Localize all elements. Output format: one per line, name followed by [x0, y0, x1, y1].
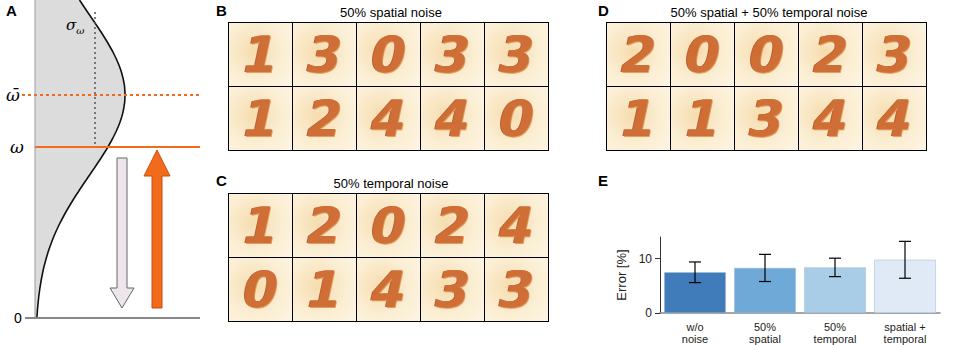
svg-text:temporal: temporal — [814, 333, 857, 345]
svg-text:10: 10 — [639, 252, 653, 266]
svg-text:50%: 50% — [754, 321, 776, 333]
html-text:3: 3 — [492, 260, 541, 319]
html-text:50% temporal noise: 50% temporal noise — [333, 176, 449, 191]
html-text:0: 0 — [742, 25, 791, 84]
svg-text:0: 0 — [645, 306, 652, 320]
html-text:4: 4 — [806, 89, 855, 148]
html-text:0: 0 — [492, 89, 541, 148]
html-text:4: 4 — [428, 89, 477, 148]
html-text:3: 3 — [300, 25, 349, 84]
html-text:1: 1 — [236, 25, 285, 84]
html-text:3: 3 — [742, 89, 791, 148]
html-text:3: 3 — [428, 25, 477, 84]
html-text:C: C — [216, 172, 227, 189]
svg-text:w/o: w/o — [685, 321, 703, 333]
html-text:2: 2 — [806, 25, 855, 84]
html-text:3: 3 — [492, 25, 541, 84]
html-text:4: 4 — [364, 260, 413, 319]
svg-text:noise: noise — [682, 333, 708, 345]
html-text:0: 0 — [678, 25, 727, 84]
html-text:0: 0 — [364, 196, 413, 255]
html-text:2: 2 — [614, 25, 663, 84]
html-text:1: 1 — [236, 89, 285, 148]
svg-text:ω̄: ω̄ — [6, 85, 20, 105]
svg-text:0: 0 — [14, 310, 22, 326]
svg-text:50%: 50% — [824, 321, 846, 333]
html-text:0: 0 — [236, 260, 285, 319]
html-text:1: 1 — [300, 260, 349, 319]
html-text:E: E — [598, 172, 608, 189]
html-text:1: 1 — [236, 196, 285, 255]
svg-text:spatial +: spatial + — [884, 321, 925, 333]
html-text:A: A — [6, 2, 17, 19]
svg-text:ω: ω — [10, 137, 24, 157]
html-text:2: 2 — [300, 196, 349, 255]
html-text:2: 2 — [300, 89, 349, 148]
html-text:4: 4 — [364, 89, 413, 148]
html-text:4: 4 — [492, 196, 541, 255]
html-text:1: 1 — [678, 89, 727, 148]
svg-text:Error [%]: Error [%] — [614, 249, 629, 300]
html-text:50% spatial + 50% temporal noi: 50% spatial + 50% temporal noise — [670, 5, 868, 20]
html-text:D: D — [598, 2, 609, 19]
svg-text:σω: σω — [66, 16, 84, 36]
html-text:2: 2 — [428, 196, 477, 255]
html-text:1: 1 — [614, 89, 663, 148]
html-text:0: 0 — [364, 25, 413, 84]
html-text:4: 4 — [870, 89, 919, 148]
html-text:50% spatial noise: 50% spatial noise — [340, 5, 442, 20]
svg-text:temporal: temporal — [884, 333, 927, 345]
html-text:3: 3 — [870, 25, 919, 84]
svg-text:spatial: spatial — [749, 333, 781, 345]
html-text:3: 3 — [428, 260, 477, 319]
html-text:B: B — [216, 2, 227, 19]
